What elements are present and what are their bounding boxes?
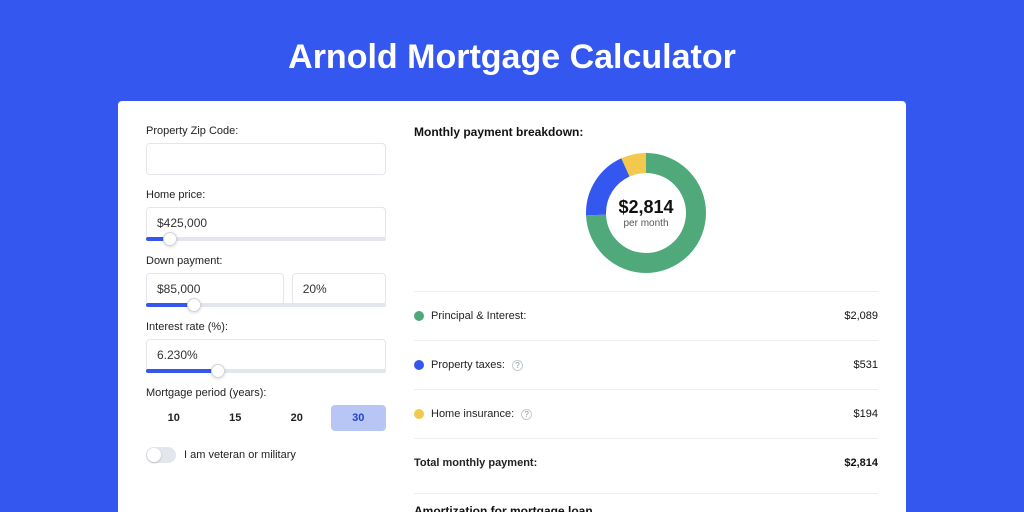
divider xyxy=(414,493,878,494)
interest-slider[interactable] xyxy=(146,369,386,373)
total-value: $2,814 xyxy=(844,457,878,469)
amortization-heading: Amortization for mortgage loan xyxy=(414,504,878,512)
interest-slider-thumb[interactable] xyxy=(211,364,225,378)
divider xyxy=(414,389,878,390)
help-icon[interactable]: ? xyxy=(512,360,523,371)
breakdown-line: Home insurance:? $194 xyxy=(414,400,878,428)
zip-label: Property Zip Code: xyxy=(146,125,386,137)
total-label: Total monthly payment: xyxy=(414,457,537,469)
toggle-knob xyxy=(147,448,161,462)
donut-center: $2,814 per month xyxy=(586,153,706,273)
breakdown-panel: Monthly payment breakdown: $2,814 per mo… xyxy=(414,125,878,511)
interest-label: Interest rate (%): xyxy=(146,321,386,333)
period-option-15[interactable]: 15 xyxy=(208,405,264,431)
total-line: Total monthly payment: $2,814 xyxy=(414,449,878,477)
donut-value: $2,814 xyxy=(618,197,673,218)
breakdown-line-value: $194 xyxy=(854,408,878,420)
home-price-label: Home price: xyxy=(146,189,386,201)
period-option-30[interactable]: 30 xyxy=(331,405,387,431)
divider xyxy=(414,438,878,439)
breakdown-line-value: $531 xyxy=(854,359,878,371)
amortization-section: Amortization for mortgage loan Amortizat… xyxy=(414,493,878,512)
down-payment-slider[interactable] xyxy=(146,303,386,307)
page-title: Arnold Mortgage Calculator xyxy=(0,0,1024,101)
breakdown-line-label: Home insurance: xyxy=(431,408,514,420)
legend-dot xyxy=(414,409,424,419)
breakdown-line-label: Property taxes: xyxy=(431,359,505,371)
period-label: Mortgage period (years): xyxy=(146,387,386,399)
down-payment-slider-thumb[interactable] xyxy=(187,298,201,312)
period-option-10[interactable]: 10 xyxy=(146,405,202,431)
interest-slider-fill xyxy=(146,369,218,373)
form-panel: Property Zip Code: Home price: Down paym… xyxy=(146,125,386,511)
down-payment-pct-input[interactable] xyxy=(292,273,386,305)
breakdown-line-value: $2,089 xyxy=(844,310,878,322)
divider xyxy=(414,291,878,292)
breakdown-line: Property taxes:? $531 xyxy=(414,351,878,379)
home-price-field: Home price: xyxy=(146,189,386,241)
breakdown-line: Principal & Interest: $2,089 xyxy=(414,302,878,330)
interest-field: Interest rate (%): xyxy=(146,321,386,373)
period-option-20[interactable]: 20 xyxy=(269,405,325,431)
breakdown-title: Monthly payment breakdown: xyxy=(414,125,878,139)
veteran-label: I am veteran or military xyxy=(184,449,296,461)
donut-wrap: $2,814 per month xyxy=(414,153,878,273)
period-field: Mortgage period (years): 10152030 xyxy=(146,387,386,431)
down-payment-label: Down payment: xyxy=(146,255,386,267)
payment-donut-chart: $2,814 per month xyxy=(586,153,706,273)
home-price-slider-thumb[interactable] xyxy=(163,232,177,246)
interest-input[interactable] xyxy=(146,339,386,371)
home-price-input[interactable] xyxy=(146,207,386,239)
zip-field: Property Zip Code: xyxy=(146,125,386,175)
divider xyxy=(414,340,878,341)
legend-dot xyxy=(414,311,424,321)
calculator-card: Property Zip Code: Home price: Down paym… xyxy=(118,101,906,512)
zip-input[interactable] xyxy=(146,143,386,175)
breakdown-line-label: Principal & Interest: xyxy=(431,310,526,322)
help-icon[interactable]: ? xyxy=(521,409,532,420)
donut-sub: per month xyxy=(623,218,668,229)
veteran-row: I am veteran or military xyxy=(146,447,386,463)
period-options: 10152030 xyxy=(146,405,386,431)
legend-dot xyxy=(414,360,424,370)
home-price-slider[interactable] xyxy=(146,237,386,241)
down-payment-input[interactable] xyxy=(146,273,284,305)
veteran-toggle[interactable] xyxy=(146,447,176,463)
down-payment-field: Down payment: xyxy=(146,255,386,307)
